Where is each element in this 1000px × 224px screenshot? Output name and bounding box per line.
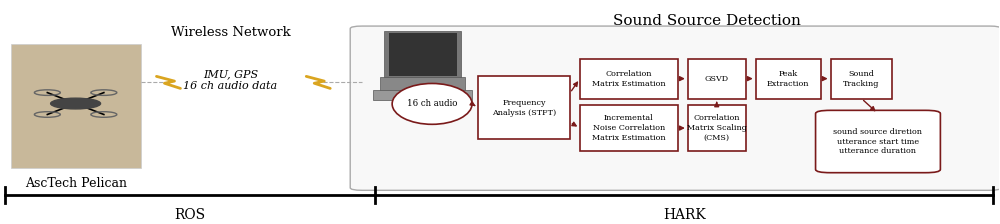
FancyBboxPatch shape <box>688 59 746 99</box>
Text: GSVD: GSVD <box>705 75 729 83</box>
Text: 16 ch audio: 16 ch audio <box>407 99 457 108</box>
FancyBboxPatch shape <box>350 26 1000 190</box>
Text: Wireless Network: Wireless Network <box>171 26 290 39</box>
Text: HARK: HARK <box>663 208 706 222</box>
Text: Correlation
Matrix Estimation: Correlation Matrix Estimation <box>592 70 666 88</box>
FancyBboxPatch shape <box>380 77 465 92</box>
FancyBboxPatch shape <box>384 31 461 80</box>
FancyBboxPatch shape <box>389 33 457 75</box>
Circle shape <box>51 98 101 109</box>
Text: AscTech Pelican: AscTech Pelican <box>25 177 127 190</box>
FancyBboxPatch shape <box>831 59 892 99</box>
Text: IMU, GPS
16 ch audio data: IMU, GPS 16 ch audio data <box>183 69 277 91</box>
Text: Sound
Tracking: Sound Tracking <box>843 70 880 88</box>
Text: Correlation
Matrix Scaling
(CMS): Correlation Matrix Scaling (CMS) <box>687 114 747 142</box>
Text: sound source diretion
utterance start time
utterance duration: sound source diretion utterance start ti… <box>833 128 922 155</box>
FancyBboxPatch shape <box>756 59 821 99</box>
Ellipse shape <box>392 84 472 124</box>
FancyBboxPatch shape <box>11 44 141 168</box>
Text: ROS: ROS <box>174 208 205 222</box>
Text: Frequency
Analysis (STFT): Frequency Analysis (STFT) <box>492 99 556 116</box>
Text: Sound Source Detection: Sound Source Detection <box>613 14 801 28</box>
FancyBboxPatch shape <box>478 76 570 139</box>
FancyBboxPatch shape <box>373 90 472 100</box>
Text: Incremental
Noise Correlation
Matrix Estimation: Incremental Noise Correlation Matrix Est… <box>592 114 666 142</box>
FancyBboxPatch shape <box>580 105 678 151</box>
FancyBboxPatch shape <box>580 59 678 99</box>
FancyBboxPatch shape <box>816 110 940 173</box>
Text: Peak
Extraction: Peak Extraction <box>767 70 809 88</box>
FancyBboxPatch shape <box>688 105 746 151</box>
